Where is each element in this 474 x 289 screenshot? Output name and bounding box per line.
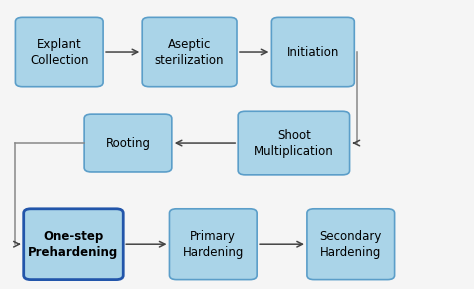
Text: Primary
Hardening: Primary Hardening <box>182 230 244 259</box>
Text: Rooting: Rooting <box>106 137 150 149</box>
Text: Shoot
Multiplication: Shoot Multiplication <box>254 129 334 158</box>
Text: Initiation: Initiation <box>287 46 339 58</box>
FancyBboxPatch shape <box>307 209 394 280</box>
FancyBboxPatch shape <box>271 17 354 87</box>
Text: Explant
Collection: Explant Collection <box>30 38 89 66</box>
FancyBboxPatch shape <box>238 111 349 175</box>
FancyBboxPatch shape <box>170 209 257 280</box>
Text: Secondary
Hardening: Secondary Hardening <box>319 230 382 259</box>
FancyBboxPatch shape <box>24 209 123 280</box>
FancyBboxPatch shape <box>15 17 103 87</box>
Text: One-step
Prehardening: One-step Prehardening <box>28 230 118 259</box>
FancyBboxPatch shape <box>142 17 237 87</box>
FancyBboxPatch shape <box>84 114 172 172</box>
Text: Aseptic
sterilization: Aseptic sterilization <box>155 38 224 66</box>
